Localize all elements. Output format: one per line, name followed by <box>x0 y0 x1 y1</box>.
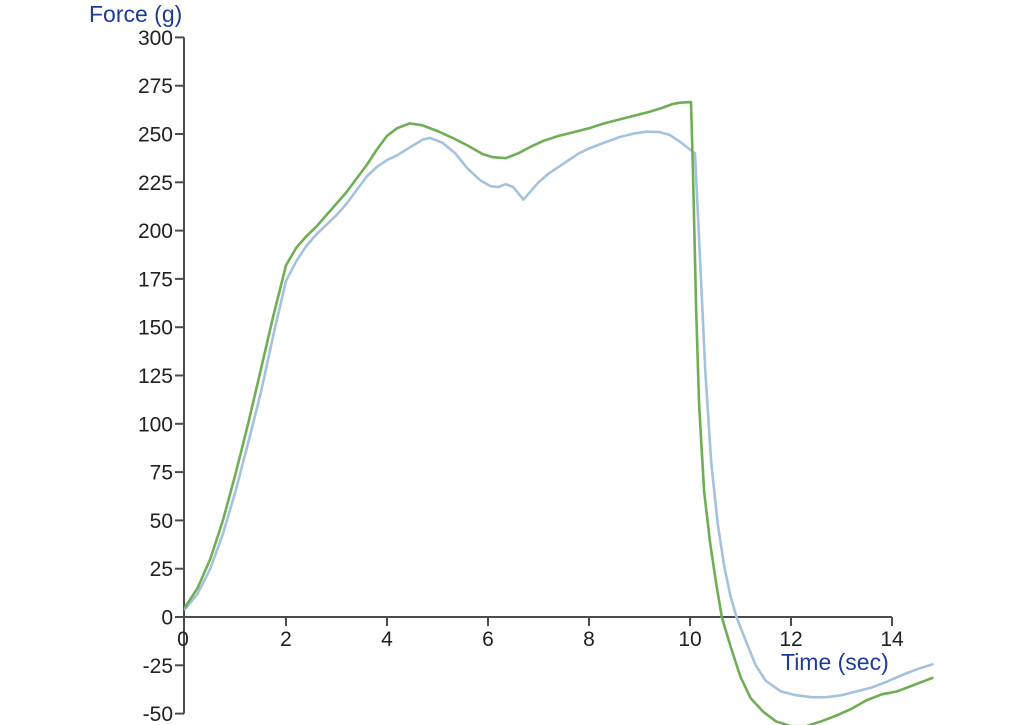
x-tick-label: 10 <box>678 628 701 651</box>
y-tick-label: 175 <box>138 268 173 291</box>
y-tick-label: 225 <box>138 172 173 195</box>
y-tick-label: -25 <box>143 655 173 678</box>
y-axis-title: Force (g) <box>89 1 183 27</box>
x-tick-label: 6 <box>482 628 494 651</box>
y-tick-label: 150 <box>138 317 173 340</box>
y-tick-label: 25 <box>150 558 173 581</box>
y-tick-label: -50 <box>143 703 173 725</box>
x-tick-label: 14 <box>880 628 904 651</box>
y-tick-label: 0 <box>161 607 173 630</box>
x-tick-label: 8 <box>583 628 595 651</box>
y-tick-label: 50 <box>150 510 173 533</box>
y-tick-label: 100 <box>138 413 173 436</box>
y-tick-label: 125 <box>138 365 173 388</box>
y-tick-label: 75 <box>150 462 173 485</box>
y-tick-label: 200 <box>138 220 173 243</box>
y-tick-label: 300 <box>138 27 173 50</box>
blue-trace-line <box>183 130 934 699</box>
x-tick-label: 2 <box>280 628 292 651</box>
x-tick-label: 0 <box>177 628 189 651</box>
green-trace-line <box>183 100 934 725</box>
y-tick-label: 250 <box>138 124 173 147</box>
x-tick-label: 12 <box>779 628 802 651</box>
x-tick-label: 4 <box>381 628 393 651</box>
x-axis-title: Time (sec) <box>781 649 889 675</box>
y-tick-label: 275 <box>138 75 173 98</box>
